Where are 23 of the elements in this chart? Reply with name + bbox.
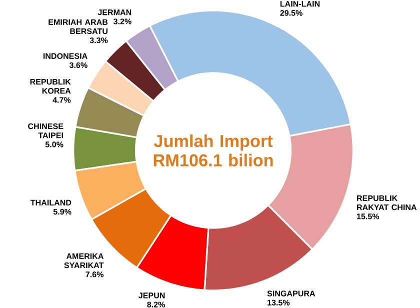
data-label: 3.6%: [69, 62, 88, 68]
slice-label: CHINESE TAIPEI: [28, 123, 64, 138]
slice-label: SINGAPURA: [267, 290, 316, 296]
text: Jumlah Import RM106.1 bilion: [154, 134, 273, 166]
slice-label: EMIRIAH ARAB BERSATU: [48, 19, 108, 34]
data-label: 3.2%: [113, 18, 132, 24]
data-label: 7.6%: [86, 271, 104, 278]
slice-label: JEPUN: [138, 292, 165, 298]
data-label: 13.5%: [268, 300, 290, 306]
slice-label: REPUBLIK KOREA: [30, 78, 71, 94]
data-label: 4.7%: [52, 96, 71, 103]
data-label: 8.2%: [147, 301, 165, 308]
data-label: 5.9%: [53, 208, 72, 214]
data-label: 5.0%: [45, 141, 64, 148]
slice-label: REPUBLIK RAKYAT CHINA: [357, 195, 417, 210]
slice-label: AMERIKA SYARIKAT: [64, 253, 104, 268]
data-label: 3.3%: [90, 37, 108, 43]
slice-label: LAIN-LAIN: [280, 0, 320, 6]
data-label: 15.5%: [357, 213, 380, 220]
slice-label: INDONESIA: [43, 52, 88, 59]
data-label: 29.5%: [280, 10, 302, 16]
slice-label: THAILAND: [30, 200, 72, 206]
slice-label: JERMAN: [98, 9, 132, 15]
